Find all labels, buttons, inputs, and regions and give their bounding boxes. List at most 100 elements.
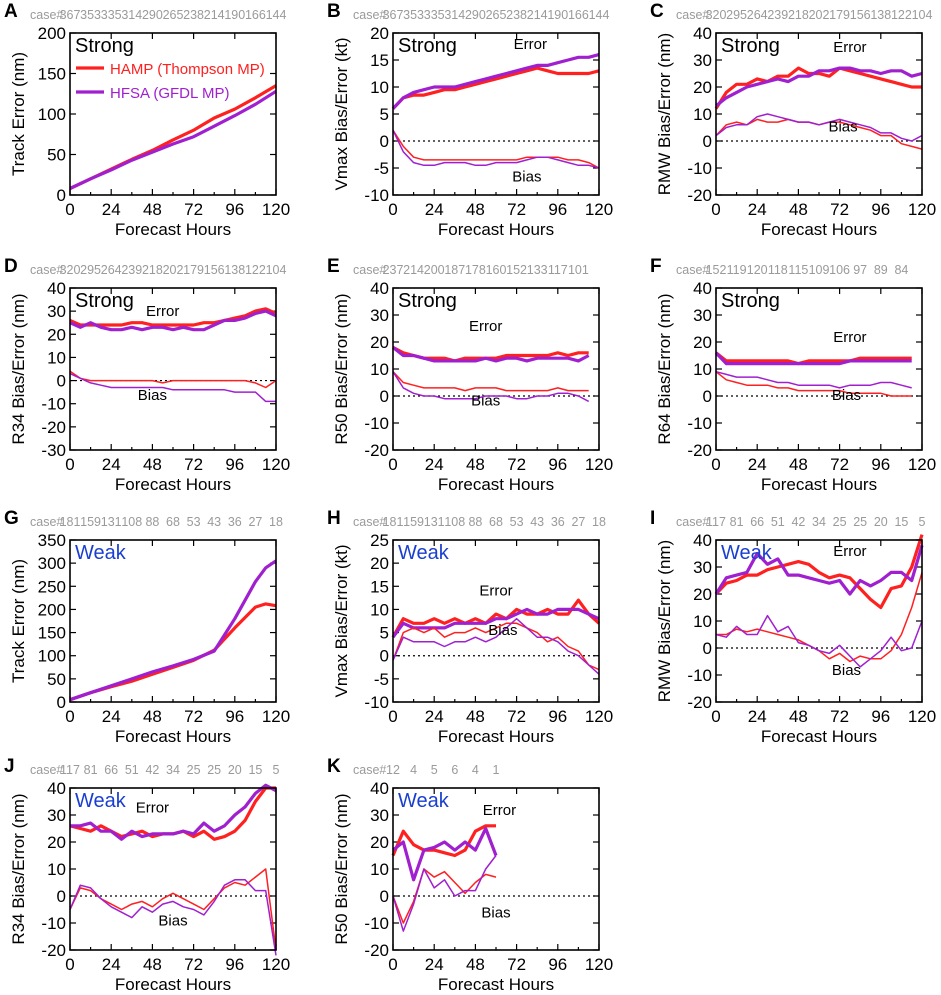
y-tick-label: -20 (687, 441, 712, 460)
case-count: 120 (747, 263, 768, 277)
y-tick-label: 0 (57, 693, 66, 712)
case-count: 51 (125, 763, 139, 777)
x-tick-label: 0 (65, 455, 74, 474)
panel-title: Strong (721, 290, 780, 312)
case-count: 138 (870, 8, 891, 22)
case-count: 34 (166, 763, 180, 777)
x-tick-label: 24 (102, 707, 121, 726)
case-count: 214 (204, 8, 225, 22)
y-axis-label: Vmax Bias/Error (kt) (332, 544, 351, 697)
panel-letter: C (650, 1, 664, 22)
x-tick-label: 48 (466, 455, 485, 474)
hfsa-error-line (391, 53, 600, 110)
plot-frame (392, 32, 600, 196)
case-count: 237 (383, 263, 404, 277)
case-count: 25 (207, 763, 221, 777)
y-tick-label: 0 (380, 132, 389, 151)
annotation-error: Error (833, 543, 866, 560)
case-count: 43 (207, 515, 221, 529)
y-tick-label: 30 (693, 558, 712, 577)
annotation-bias: Bias (832, 662, 861, 679)
case-count: 265 (486, 8, 507, 22)
x-axis-label: Forecast Hours (438, 727, 554, 746)
x-tick-label: 120 (908, 200, 936, 219)
case-count: 353 (80, 8, 101, 22)
y-tick-label: 40 (693, 531, 712, 550)
x-tick-label: 120 (908, 455, 936, 474)
case-label: case# (676, 515, 709, 529)
case-count: 42 (145, 763, 159, 777)
plot-frame (392, 287, 600, 451)
y-tick-label: 0 (57, 372, 66, 391)
x-tick-label: 48 (143, 955, 162, 974)
panel-title: Weak (721, 542, 773, 564)
x-tick-label: 48 (143, 455, 162, 474)
hfsa-error-line (69, 559, 277, 702)
x-tick-label: 120 (585, 200, 613, 219)
case-count: 353 (403, 8, 424, 22)
y-tick-label: 20 (47, 833, 66, 852)
case-count: 36 (551, 515, 565, 529)
annotation-bias: Bias (471, 392, 500, 409)
y-axis-label: Track Error (nm) (9, 559, 28, 683)
y-tick-label: 20 (370, 24, 389, 43)
case-count: 190 (547, 8, 568, 22)
case-count: 15 (248, 763, 262, 777)
x-tick-label: 24 (102, 200, 121, 219)
case-count: 181 (383, 515, 404, 529)
case-count: 152 (506, 263, 527, 277)
y-axis-label: R50 Bias/Error (nm) (332, 793, 351, 944)
case-count: 51 (771, 515, 785, 529)
y-axis-label: R50 Bias/Error (nm) (332, 293, 351, 444)
x-tick-label: 24 (748, 200, 767, 219)
annotation-bias: Bias (512, 169, 541, 186)
panel-letter: I (650, 508, 655, 529)
case-count: 290 (142, 8, 163, 22)
x-tick-label: 24 (102, 955, 121, 974)
hfsa-bias-line (69, 879, 277, 956)
case-count: 119 (727, 263, 747, 277)
x-axis-label: Forecast Hours (115, 220, 231, 239)
case-count: 239 (767, 8, 788, 22)
plot-frame (69, 539, 277, 703)
y-tick-label: -20 (364, 941, 389, 960)
y-tick-label: 50 (47, 146, 66, 165)
case-count: 218 (142, 263, 163, 277)
y-axis-label: R34 Bias/Error (nm) (9, 793, 28, 944)
case-label: case# (30, 263, 63, 277)
case-count: 66 (104, 763, 118, 777)
x-tick-label: 0 (65, 200, 74, 219)
legend-hfsa-label: HFSA (GFDL MP) (110, 85, 229, 102)
case-label: case# (30, 763, 63, 777)
case-count: 106 (829, 263, 850, 277)
case-count: 202 (163, 263, 184, 277)
y-tick-label: 30 (693, 51, 712, 70)
case-count: 97 (853, 263, 867, 277)
case-count: 239 (121, 263, 142, 277)
case-count: 15 (894, 515, 908, 529)
case-count: 43 (530, 515, 544, 529)
panel-letter: J (4, 756, 15, 777)
case-label: case# (30, 515, 63, 529)
case-count: 4 (472, 763, 479, 777)
x-tick-label: 48 (789, 455, 808, 474)
x-tick-label: 24 (425, 455, 444, 474)
case-count: 104 (266, 263, 287, 277)
hamp-bias-line (392, 868, 497, 924)
case-label: case# (353, 763, 386, 777)
x-tick-label: 48 (143, 707, 162, 726)
x-axis-label: Forecast Hours (438, 475, 554, 494)
case-count: 320 (60, 263, 81, 277)
x-tick-label: 0 (388, 455, 397, 474)
x-tick-label: 0 (388, 707, 397, 726)
case-count: 238 (183, 8, 204, 22)
case-count: 156 (204, 263, 225, 277)
x-tick-label: 96 (225, 200, 244, 219)
hfsa-bias-line (392, 371, 590, 403)
y-tick-label: 0 (57, 186, 66, 205)
hfsa-bias-line (715, 113, 923, 142)
hamp-error-line (714, 66, 922, 110)
case-count: 214 (403, 263, 424, 277)
